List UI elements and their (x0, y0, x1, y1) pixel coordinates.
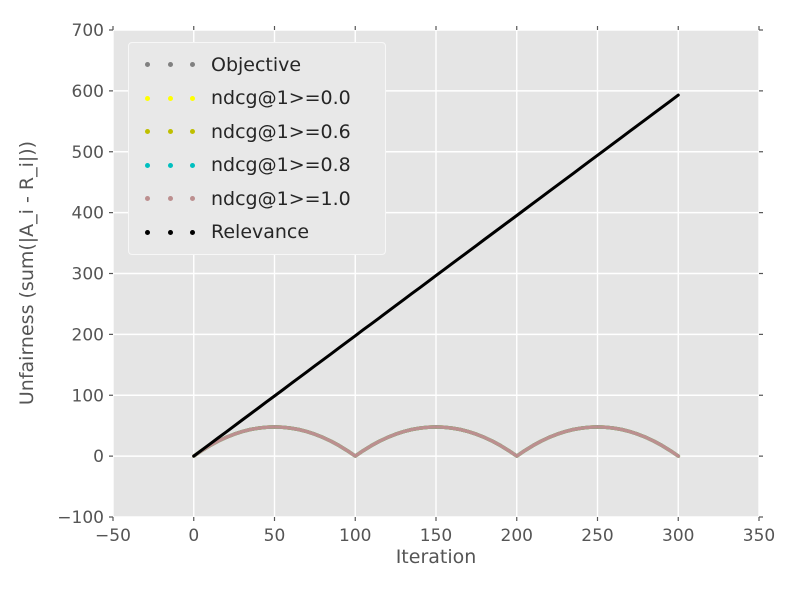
legend-marker-dots-icon (145, 95, 195, 101)
legend-dot-icon (145, 162, 150, 168)
legend-dot-icon (167, 229, 173, 235)
legend-dot-icon (190, 229, 195, 235)
legend-dot-icon (190, 162, 195, 168)
series-ndcg-1-1-0 (192, 425, 681, 458)
legend-marker-dots-icon (145, 162, 195, 168)
y-tick-label: 700 (72, 21, 104, 41)
legend-item-relevance: Relevance (137, 216, 377, 249)
y-tick-label: 200 (72, 325, 104, 345)
x-tick-label: 350 (743, 526, 775, 546)
legend-item-objective: Objective (137, 48, 377, 81)
legend-dot-icon (145, 229, 150, 235)
x-tick-label: 250 (581, 526, 613, 546)
legend-dot-icon (167, 62, 173, 68)
legend-label: ndcg@1>=1.0 (211, 187, 351, 210)
x-tick-label: 50 (264, 526, 286, 546)
y-tick-label: 600 (72, 82, 104, 102)
legend-dot-icon (145, 62, 150, 68)
legend-item-ndcg-1-0-8: ndcg@1>=0.8 (137, 149, 377, 182)
legend-dot-icon (190, 196, 195, 202)
y-tick-label: −100 (57, 508, 104, 528)
x-tick-label: −50 (95, 526, 131, 546)
legend-item-ndcg-1-0-6: ndcg@1>=0.6 (137, 115, 377, 148)
x-tick-label: 300 (662, 526, 694, 546)
y-axis-label: Unfairness (sum(|A_i - R_i|)) (16, 140, 38, 406)
legend-dot-icon (167, 95, 173, 101)
legend: Objective ndcg@1>=0.0 ndcg@1>=0.6 ndcg@1>=0… (128, 42, 386, 255)
legend-dot-icon (145, 129, 150, 135)
legend-label: ndcg@1>=0.0 (211, 87, 351, 110)
x-tick-label: 200 (501, 526, 533, 546)
legend-dot-icon (145, 95, 150, 101)
legend-marker-dots-icon (145, 196, 195, 202)
legend-label: Relevance (211, 221, 310, 244)
x-tick-label: 100 (339, 526, 371, 546)
legend-label: ndcg@1>=0.8 (211, 154, 351, 177)
legend-dot-icon (167, 129, 173, 135)
legend-marker-dots-icon (145, 129, 195, 135)
y-tick-label: 100 (72, 386, 104, 406)
x-tick-label: 0 (188, 526, 199, 546)
legend-dot-icon (190, 129, 195, 135)
legend-dot-icon (145, 196, 150, 202)
y-tick-label: 0 (93, 447, 104, 467)
x-tick-label: 150 (420, 526, 452, 546)
legend-marker-dots-icon (145, 229, 195, 235)
legend-dot-icon (190, 62, 195, 68)
legend-dot-icon (190, 95, 195, 101)
legend-item-ndcg-1-1-0: ndcg@1>=1.0 (137, 182, 377, 215)
y-tick-label: 400 (72, 204, 104, 224)
series-relevance (192, 93, 680, 458)
legend-marker-dots-icon (145, 62, 195, 68)
legend-item-ndcg-1-0-0: ndcg@1>=0.0 (137, 82, 377, 115)
legend-label: ndcg@1>=0.6 (211, 120, 351, 143)
y-tick-label: 300 (72, 265, 104, 285)
legend-dot-icon (167, 196, 173, 202)
legend-dot-icon (167, 162, 173, 168)
x-axis-label: Iteration (395, 546, 477, 568)
legend-label: Objective (211, 53, 302, 76)
y-tick-label: 500 (72, 143, 104, 163)
